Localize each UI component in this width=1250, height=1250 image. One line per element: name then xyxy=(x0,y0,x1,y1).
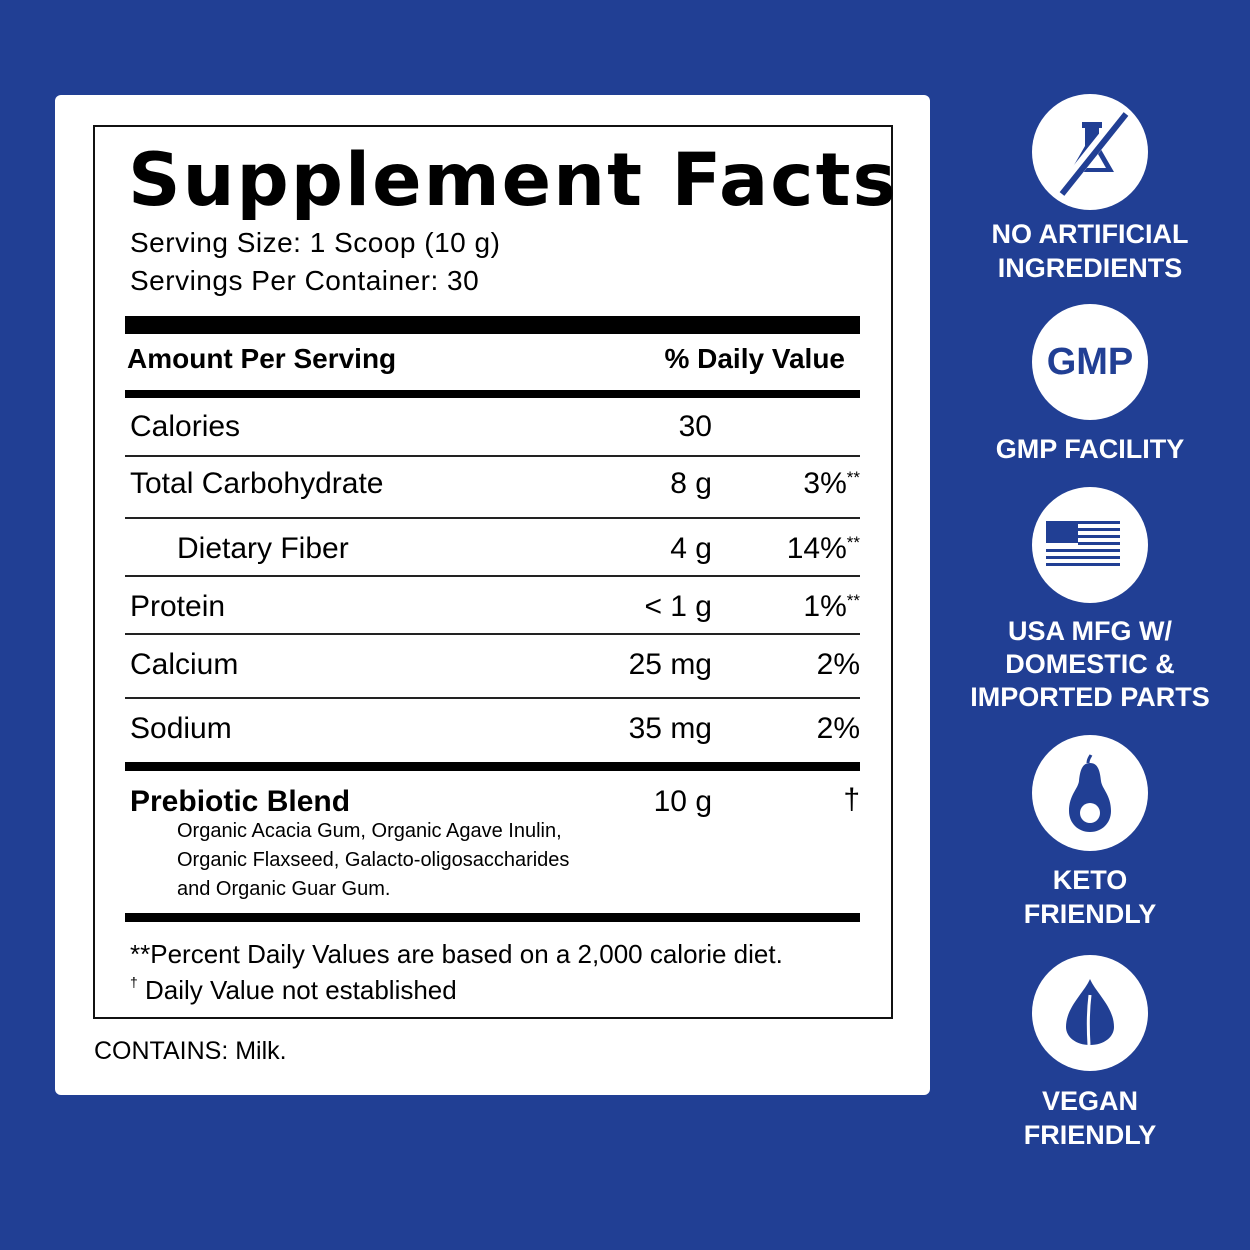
badge-label-line: USA MFG W/ xyxy=(1008,616,1172,646)
dagger-mark: † xyxy=(130,974,138,990)
usa-flag-icon xyxy=(1046,521,1120,566)
badge-label: KETO FRIENDLY xyxy=(950,863,1230,931)
row-name: Dietary Fiber xyxy=(177,532,349,565)
blend-name: Prebiotic Blend xyxy=(130,785,351,818)
dv-value: 1% xyxy=(803,590,847,623)
blend-ingredients: Organic Acacia Gum, Organic Agave Inulin… xyxy=(177,820,562,842)
divider xyxy=(125,455,860,457)
badge-label: NO ARTIFICIAL INGREDIENTS xyxy=(950,217,1230,285)
divider-thick xyxy=(125,316,860,334)
supplement-panel xyxy=(55,95,930,1095)
no-artificial-badge xyxy=(1032,94,1148,210)
badge-label-line: NO ARTIFICIAL xyxy=(991,219,1189,249)
row-dv: 1%** xyxy=(710,590,860,624)
divider-medium xyxy=(125,762,860,771)
leaf-icon xyxy=(1066,979,1114,1046)
header-amount: Amount Per Serving xyxy=(127,343,397,374)
row-dv: 14%** xyxy=(710,532,860,566)
gmp-badge: GMP xyxy=(1032,304,1148,420)
keto-badge xyxy=(1032,735,1148,851)
row-amount: 30 xyxy=(678,410,712,443)
footnote-daily-values: **Percent Daily Values are based on a 2,… xyxy=(130,939,783,969)
row-name: Calories xyxy=(130,410,241,443)
divider xyxy=(125,697,860,699)
header-daily-value: % Daily Value xyxy=(664,343,845,374)
badge-label-line: IMPORTED PARTS xyxy=(970,682,1210,712)
row-amount: 8 g xyxy=(670,467,712,500)
divider xyxy=(125,575,860,577)
divider xyxy=(125,633,860,635)
divider-medium xyxy=(125,390,860,398)
row-dv: 2% xyxy=(816,712,860,745)
avocado-icon xyxy=(1069,754,1111,832)
badge-label-line: VEGAN xyxy=(1041,1086,1139,1116)
serving-size: Serving Size: 1 Scoop (10 g) xyxy=(130,227,501,258)
dv-value: 14% xyxy=(786,532,847,565)
row-name: Total Carbohydrate xyxy=(130,467,384,500)
row-dv: 3%** xyxy=(710,467,860,501)
blend-ingredients: and Organic Guar Gum. xyxy=(177,878,391,900)
dv-mark: ** xyxy=(846,591,860,610)
divider xyxy=(125,517,860,519)
badge-label: VEGAN FRIENDLY xyxy=(950,1084,1230,1152)
servings-per-container: Servings Per Container: 30 xyxy=(130,265,480,296)
badge-label: USA MFG W/DOMESTIC & IMPORTED PARTS xyxy=(950,615,1230,714)
allergen-statement: CONTAINS: Milk. xyxy=(94,1037,287,1065)
dv-mark: ** xyxy=(846,533,860,552)
badge-label-line: FRIENDLY xyxy=(1023,1120,1157,1150)
dv-mark: ** xyxy=(846,468,860,487)
badge-label: GMP FACILITY xyxy=(950,432,1230,466)
no-flask-icon xyxy=(1055,108,1129,196)
supplement-facts-box xyxy=(93,125,893,1019)
divider-medium xyxy=(125,913,860,922)
row-name: Calcium xyxy=(130,648,239,681)
label-title: Supplement Facts xyxy=(128,138,898,223)
row-amount: < 1 g xyxy=(644,590,712,623)
row-dv: 2% xyxy=(816,648,860,681)
gmp-icon: GMP xyxy=(1046,340,1134,383)
row-name: Protein xyxy=(130,590,226,623)
row-amount: 35 mg xyxy=(628,712,712,745)
usa-badge xyxy=(1032,487,1148,603)
badge-label-line: GMP FACILITY xyxy=(995,434,1185,464)
badge-label-line: FRIENDLY xyxy=(1023,899,1157,929)
dv-value: 3% xyxy=(803,467,847,500)
badge-label-line: INGREDIENTS xyxy=(997,253,1183,283)
vegan-badge xyxy=(1032,955,1148,1071)
footnote-dv-not-established: † Daily Value not established xyxy=(130,974,457,1006)
row-amount: 25 mg xyxy=(628,648,712,681)
badge-label-line: DOMESTIC & xyxy=(1005,649,1175,679)
footnote-text: Daily Value not established xyxy=(137,975,457,1005)
blend-amount: 10 g xyxy=(653,785,712,818)
blend-dv: † xyxy=(843,783,860,816)
row-amount: 4 g xyxy=(670,532,712,565)
row-name: Sodium xyxy=(130,712,232,745)
badge-label-line: KETO xyxy=(1052,865,1128,895)
blend-ingredients: Organic Flaxseed, Galacto-oligosaccharid… xyxy=(177,849,570,871)
